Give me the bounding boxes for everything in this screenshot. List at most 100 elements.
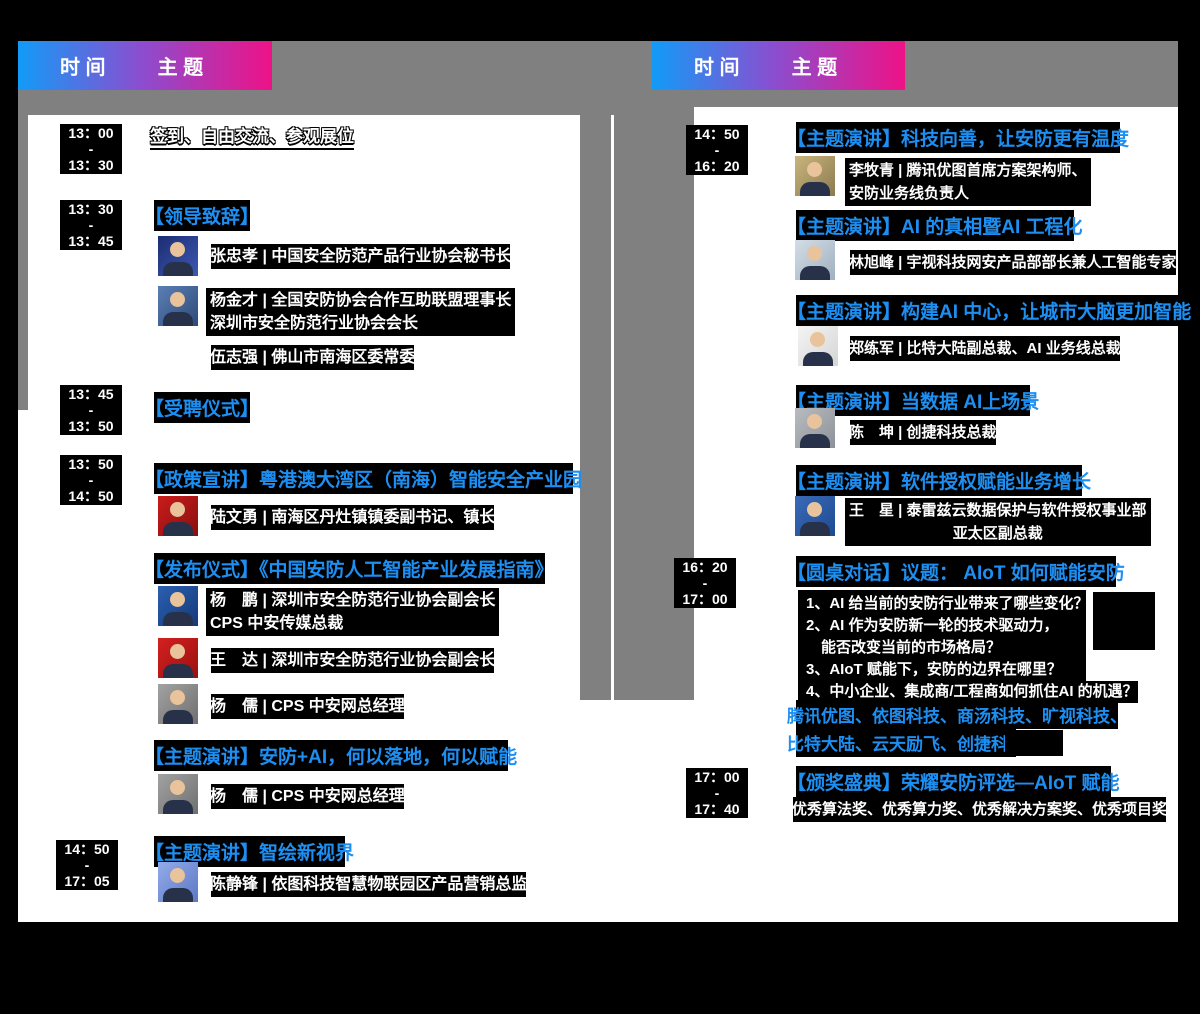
session-title: 【受聘仪式】 — [143, 392, 262, 423]
time-end: 17：05 — [64, 873, 110, 889]
time-chip: 14：50 - 16：20 — [686, 125, 748, 175]
time-start: 13：00 — [68, 125, 114, 141]
time-dash: - — [88, 402, 94, 418]
session-title: 【主题演讲】智绘新视界 — [143, 836, 357, 867]
session-title: 【圆桌对话】议题： AIoT 如何赋能安防 — [785, 556, 1127, 587]
speaker-name-role: 杨 鹏 | 深圳市安全防范行业协会副会长 — [210, 592, 496, 609]
time-dash: - — [84, 857, 90, 873]
time-start: 13：30 — [68, 201, 114, 217]
question-2: 2、AI 作为安防新一轮的技术驱动力， — [806, 617, 1059, 634]
time-chip: 16：20 - 17：00 — [674, 558, 736, 608]
speaker-role-2: 深圳市安全防范行业协会会长 — [210, 315, 419, 332]
session-title: 签到、自由交流、参观展位 — [150, 122, 354, 150]
time-start: 14：50 — [64, 841, 110, 857]
speaker-role-2: CPS 中安传媒总裁 — [210, 615, 344, 632]
speaker-photo — [158, 684, 198, 724]
question-3: 3、AIoT 赋能下，安防的边界在哪里？ — [806, 661, 1062, 678]
time-chip: 13：00 - 13：30 — [60, 124, 122, 174]
speaker-line: 李牧青 | 腾讯优图首席方案架构师、 安防业务线负责人 — [845, 158, 1091, 206]
time-start: 13：45 — [68, 386, 114, 402]
session-title: 【颁奖盛典】荣耀安防评选—AIoT 赋能 — [785, 766, 1122, 797]
speaker-line: 王 达 | 深圳市安全防范行业协会副会长 — [206, 648, 500, 673]
speaker-role-2: 安防业务线负责人 — [849, 185, 970, 202]
speaker-photo — [158, 774, 198, 814]
time-start: 14：50 — [694, 126, 740, 142]
right-topic-column-label: 主 题 — [791, 57, 838, 79]
time-dash: - — [88, 141, 94, 157]
session-title: 【主题演讲】安防+AI，何以落地，何以赋能 — [143, 740, 520, 771]
speaker-line: 郑练军 | 比特大陆副总裁、AI 业务线总裁 — [845, 336, 1125, 361]
speaker-line: 陈静锋 | 依图科技智慧物联园区产品营销总监 — [206, 872, 532, 897]
time-end: 13：50 — [68, 418, 114, 434]
speaker-photo — [158, 236, 198, 276]
speaker-photo — [158, 286, 198, 326]
panelist-companies-line-2: 比特大陆、云天励飞、创捷科技 — [785, 728, 1027, 757]
speaker-line: 伍志强 | 佛山市南海区委常委 — [206, 345, 420, 370]
speaker-line: 张忠孝 | 中国安全防范产品行业协会秘书长 — [206, 244, 516, 269]
time-chip: 17：00 - 17：40 — [686, 768, 748, 818]
speaker-photo — [795, 496, 835, 536]
session-title: 【政策宣讲】粤港澳大湾区（南海）智能安全产业园 — [143, 463, 585, 494]
time-end: 13：45 — [68, 233, 114, 249]
speaker-line: 杨 儒 | CPS 中安网总经理 — [206, 784, 409, 809]
time-end: 13：30 — [68, 157, 114, 173]
speaker-role-2: 亚太区副总裁 — [952, 525, 1043, 542]
time-chip: 13：45 - 13：50 — [60, 385, 122, 435]
time-end: 17：40 — [694, 801, 740, 817]
left-time-column-label: 时 间 — [60, 57, 106, 79]
panelist-companies-line-1: 腾讯优图、依图科技、商汤科技、旷视科技、 — [785, 700, 1129, 729]
speaker-line: 林旭峰 | 宇视科技网安产品部部长兼人工智能专家 — [845, 250, 1181, 275]
session-title: 【发布仪式】《中国安防人工智能产业发展指南》 — [143, 553, 556, 584]
question-4: 4、中小企业、集成商/工程商如何抓住AI 的机遇？ — [806, 681, 1138, 703]
left-table-header: 时 间 主 题 — [18, 41, 272, 90]
speaker-photo — [795, 156, 835, 196]
session-title: 【主题演讲】科技向善，让安防更有温度 — [785, 122, 1132, 153]
speaker-photo — [795, 240, 835, 280]
speaker-line: 陆文勇 | 南海区丹灶镇镇委副书记、镇长 — [206, 505, 500, 530]
highlight-filler — [1005, 730, 1063, 756]
highlight-filler — [1093, 592, 1155, 650]
session-title: 【主题演讲】构建AI 中心，让城市大脑更加智能 — [785, 295, 1194, 326]
time-end: 16：20 — [694, 158, 740, 174]
roundtable-questions: 1、AI 给当前的安防行业带来了哪些变化？ 2、AI 作为安防新一轮的技术驱动力… — [798, 590, 1138, 706]
speaker-photo — [798, 326, 838, 366]
time-dash: - — [714, 785, 720, 801]
speaker-line: 王 星 | 泰雷兹云数据保护与软件授权事业部 亚太区副总裁 — [845, 498, 1151, 546]
session-title: 【主题演讲】软件授权赋能业务增长 — [785, 465, 1094, 496]
question-1: 1、AI 给当前的安防行业带来了哪些变化？ — [806, 595, 1089, 612]
time-end: 14：50 — [68, 488, 114, 504]
speaker-photo — [158, 586, 198, 626]
speaker-line: 陈 坤 | 创捷科技总裁 — [845, 420, 1001, 445]
session-title: 【领导致辞】 — [143, 200, 262, 231]
time-chip: 13：50 - 14：50 — [60, 455, 122, 505]
speaker-line: 杨金才 | 全国安防协会合作互助联盟理事长 深圳市安全防范行业协会会长 — [206, 288, 516, 336]
speaker-photo — [158, 496, 198, 536]
time-dash: - — [702, 575, 708, 591]
time-start: 16：20 — [682, 559, 728, 575]
speaker-name-role: 李牧青 | 腾讯优图首席方案架构师、 — [849, 162, 1087, 179]
time-chip: 13：30 - 13：45 — [60, 200, 122, 250]
time-dash: - — [88, 472, 94, 488]
column-divider-line — [611, 115, 614, 716]
speaker-photo — [795, 408, 835, 448]
time-end: 17：00 — [682, 591, 728, 607]
speaker-photo — [158, 638, 198, 678]
question-2-cont: 能否改变当前的市场格局？ — [821, 639, 1002, 656]
time-start: 13：50 — [68, 456, 114, 472]
time-dash: - — [88, 217, 94, 233]
session-title: 【主题演讲】AI 的真相暨AI 工程化 — [785, 210, 1085, 241]
time-chip: 14：50 - 17：05 — [56, 840, 118, 890]
speaker-name-role: 王 星 | 泰雷兹云数据保护与软件授权事业部 — [849, 502, 1147, 519]
time-start: 17：00 — [694, 769, 740, 785]
speaker-line: 杨 鹏 | 深圳市安全防范行业协会副会长 CPS 中安传媒总裁 — [206, 588, 500, 636]
right-table-header: 时 间 主 题 — [652, 41, 905, 90]
speaker-name-role: 杨金才 | 全国安防协会合作互助联盟理事长 — [210, 292, 512, 309]
awards-line: 优秀算法奖、优秀算力奖、优秀解决方案奖、优秀项目奖 — [788, 797, 1172, 822]
speaker-line: 杨 儒 | CPS 中安网总经理 — [206, 694, 409, 719]
right-time-column-label: 时 间 — [694, 57, 740, 79]
speaker-photo — [158, 862, 198, 902]
left-topic-column-label: 主 题 — [157, 57, 204, 79]
left-edge-strip — [18, 410, 28, 922]
time-dash: - — [714, 142, 720, 158]
